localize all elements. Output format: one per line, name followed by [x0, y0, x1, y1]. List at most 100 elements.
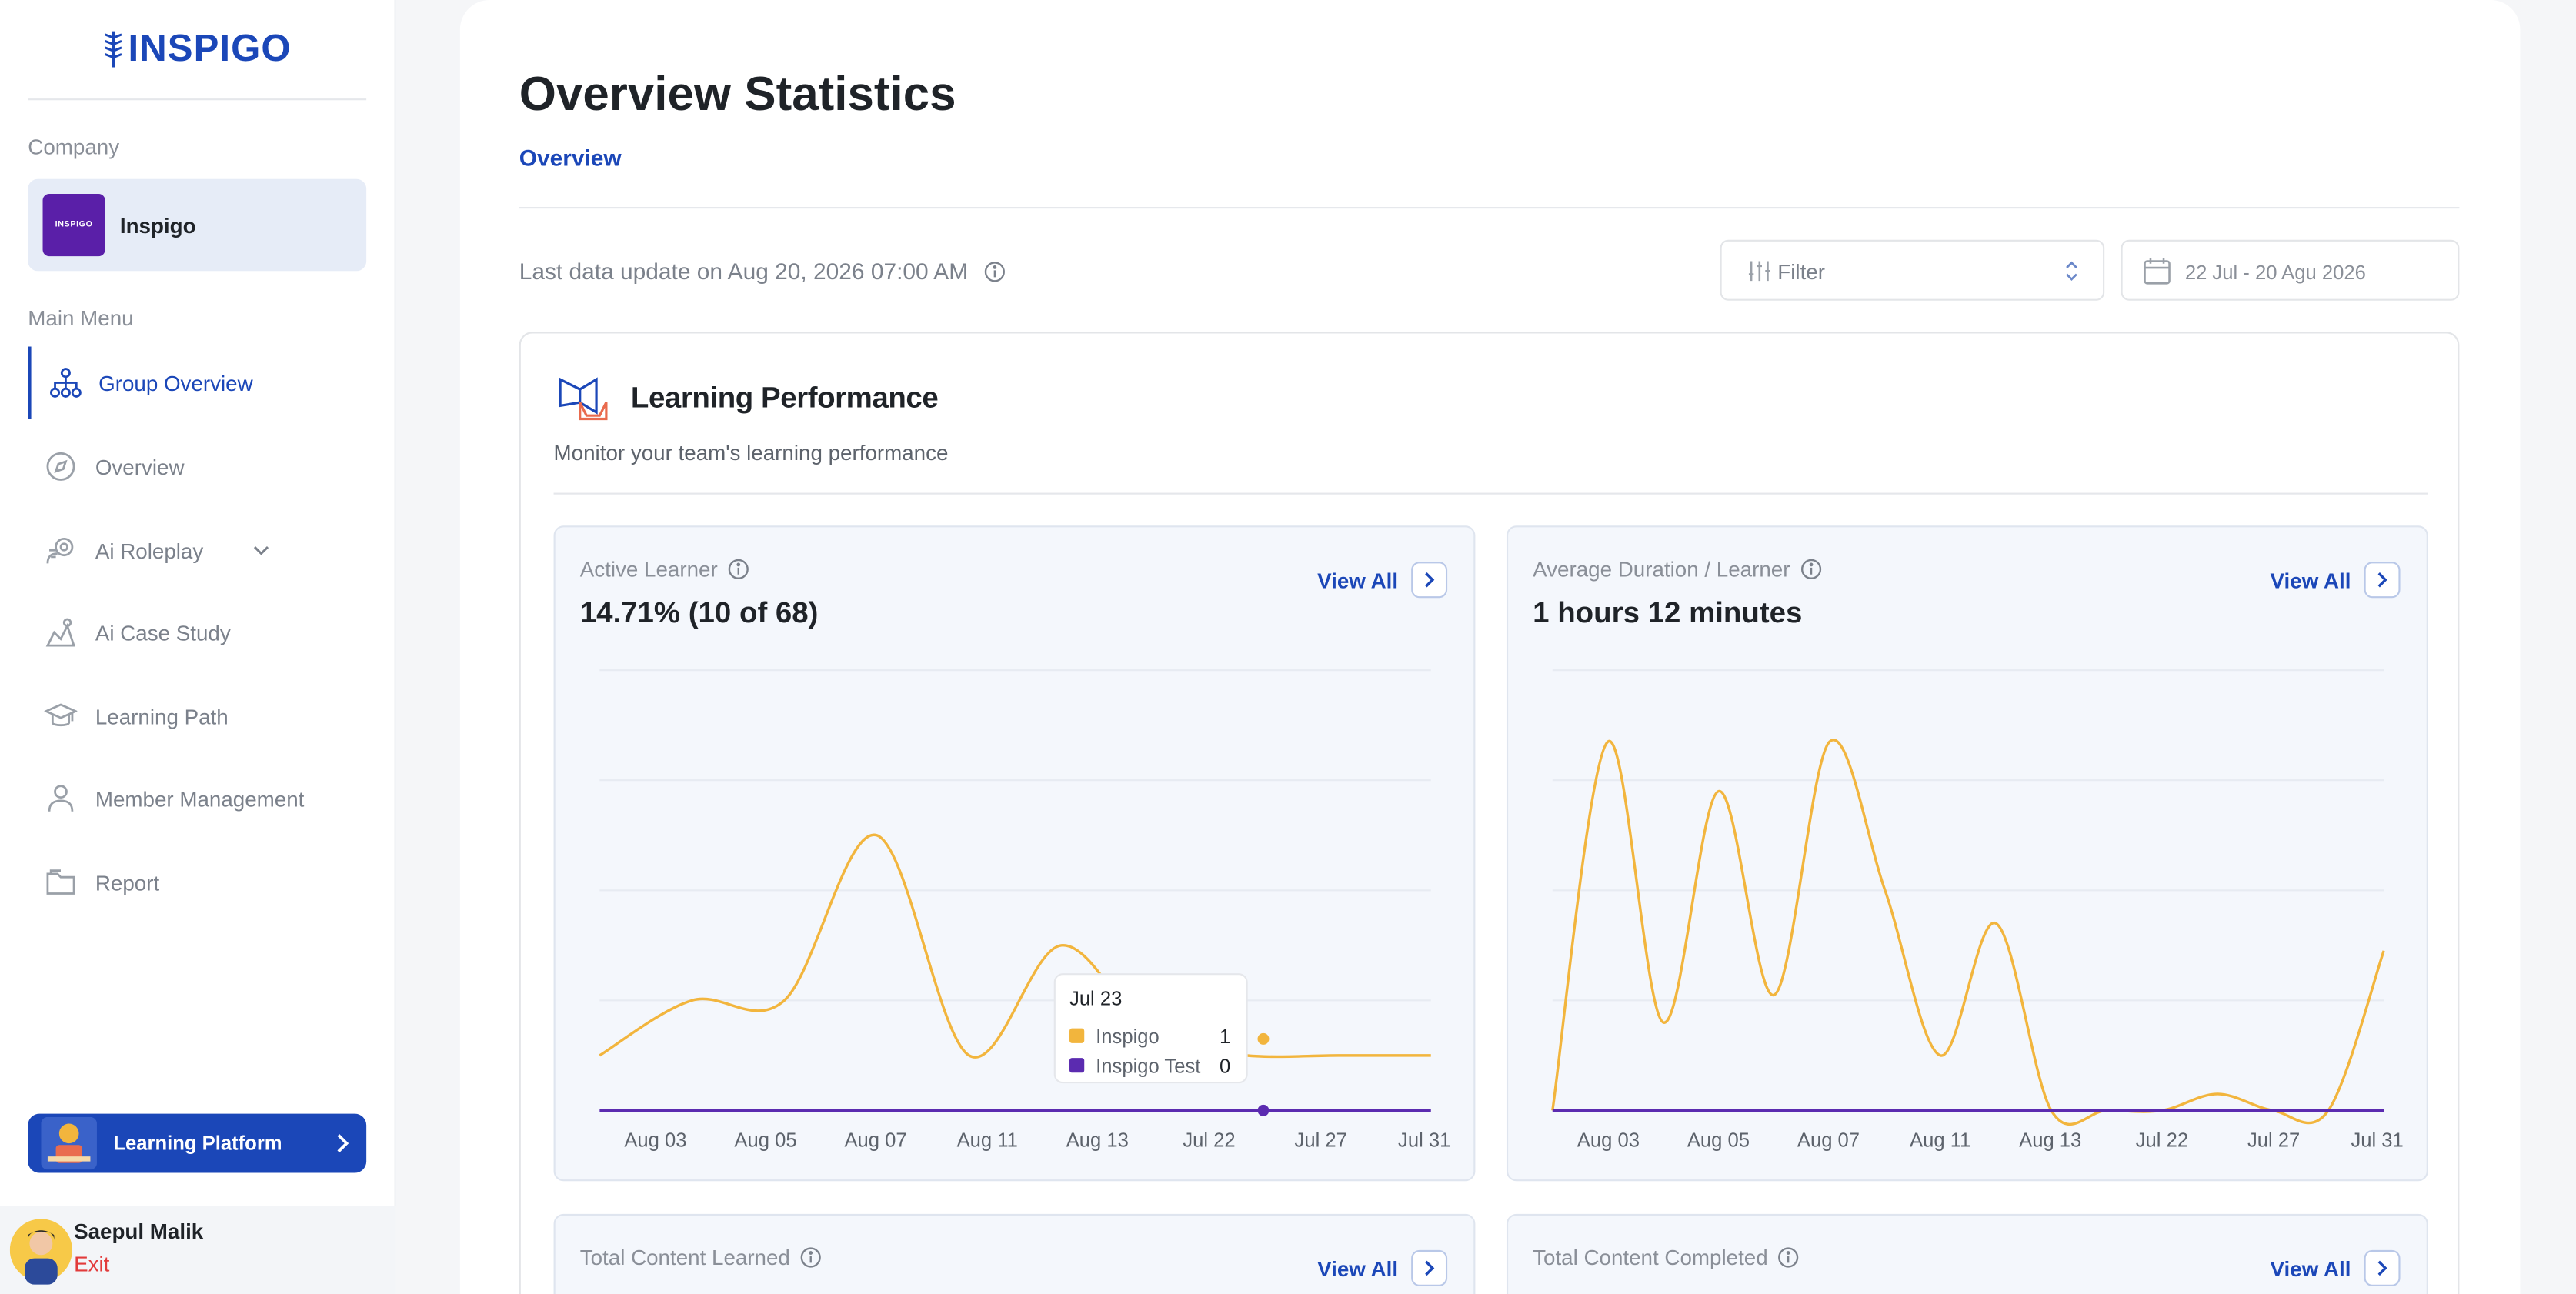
user-name: Saepul Malik	[74, 1219, 204, 1244]
company-logo: INSPIGO	[42, 193, 105, 257]
chevron-right-icon	[2364, 1249, 2401, 1286]
active-learner-chart: Aug 03 Aug 05 Aug 07 Aug 11 Aug 13 Jul 22 Jul …	[599, 669, 1450, 1151]
ai-case-study-icon	[45, 618, 76, 647]
chevron-right-icon	[337, 1134, 349, 1153]
calendar-icon	[2144, 258, 2171, 285]
sidebar-item-learning-path[interactable]: Learning Path	[28, 680, 366, 752]
main-menu-label: Main Menu	[28, 305, 134, 331]
header-divider	[519, 207, 2460, 209]
logo-mark-icon	[105, 30, 122, 67]
tooltip-value: 1	[1220, 1026, 1230, 1048]
series-line-inspigo	[1551, 739, 2385, 1126]
stat-label: Total Content Learned	[579, 1245, 822, 1270]
last-update-text: Last data update on Aug 20, 2026 07:00 A…	[519, 258, 1006, 284]
view-all-button[interactable]: View All	[2271, 562, 2401, 599]
page-title: Overview Statistics	[519, 68, 956, 122]
info-icon[interactable]	[1777, 1247, 1799, 1269]
view-all-label: View All	[2270, 1256, 2351, 1281]
view-all-label: View All	[1317, 1256, 1399, 1281]
brand-logo[interactable]: INSPIGO	[102, 26, 291, 71]
sidebar-item-label: Member Management	[95, 785, 305, 811]
exit-link[interactable]: Exit	[74, 1252, 110, 1277]
tooltip-swatch	[1069, 1058, 1085, 1073]
total-content-learned-label: Total Content Learned	[579, 1245, 790, 1270]
hierarchy-icon	[50, 368, 82, 398]
hover-marker-inspigo-test	[1257, 1104, 1270, 1116]
sidebar-item-label: Learning Path	[95, 703, 229, 729]
user-profile: Saepul Malik Exit	[0, 1206, 396, 1294]
learning-platform-label: Learning Platform	[113, 1132, 282, 1156]
date-range-picker[interactable]: 22 Jul - 20 Agu 2026	[2121, 239, 2460, 301]
learning-platform-button[interactable]: Learning Platform	[28, 1113, 367, 1173]
sidebar-item-member-management[interactable]: Member Management	[28, 762, 366, 835]
x-tick-label: Aug 13	[1066, 1129, 1129, 1151]
x-tick-label: Jul 31	[1398, 1129, 1450, 1151]
info-icon[interactable]	[1800, 559, 1821, 580]
x-tick-label: Jul 27	[2247, 1129, 2300, 1151]
sidebar-item-label: Ai Roleplay	[95, 538, 204, 563]
x-tick-label: Aug 11	[1910, 1129, 1970, 1151]
ai-roleplay-icon	[46, 537, 74, 564]
view-all-button[interactable]: View All	[1317, 562, 1448, 599]
average-duration-label: Average Duration / Learner	[1533, 556, 1790, 582]
learning-platform-illustration	[41, 1116, 97, 1170]
x-tick-label: Aug 11	[957, 1129, 1018, 1151]
sidebar-item-group-overview[interactable]: Group Overview	[28, 346, 366, 419]
logo-text: INSPIGO	[128, 26, 292, 69]
active-learner-label: Active Learner	[579, 556, 718, 582]
company-section-label: Company	[28, 135, 120, 160]
x-tick-label: Aug 07	[844, 1129, 906, 1151]
sidebar-item-ai-roleplay[interactable]: Ai Roleplay	[28, 514, 366, 586]
avatar[interactable]	[9, 1216, 72, 1285]
x-tick-label: Jul 22	[2136, 1129, 2188, 1151]
x-tick-label: Jul 22	[1183, 1129, 1235, 1151]
sidebar-item-label: Overview	[95, 454, 185, 479]
company-selector[interactable]: INSPIGO Inspigo	[28, 178, 367, 272]
hover-marker-inspigo	[1257, 1032, 1270, 1045]
sidebar-item-report[interactable]: Report	[28, 846, 366, 919]
person-icon	[48, 785, 74, 812]
view-all-button[interactable]: View All	[2270, 1249, 2401, 1286]
chevron-right-icon	[1411, 562, 1448, 599]
x-tick-label: Aug 13	[2019, 1129, 2081, 1151]
filter-select[interactable]: Filter	[1720, 239, 2105, 301]
last-update-label: Last data update on Aug 20, 2026 07:00 A…	[519, 258, 969, 285]
sidebar-item-overview[interactable]: Overview	[28, 430, 366, 502]
graduation-cap-icon	[44, 703, 78, 727]
average-duration-card: Average Duration / Learner 1 hours 12 mi…	[1506, 525, 2428, 1182]
stat-label: Total Content Completed	[1533, 1245, 1799, 1270]
info-icon[interactable]	[728, 559, 749, 580]
stat-label: Average Duration / Learner	[1533, 557, 1821, 582]
tooltip-title: Jul 23	[1069, 989, 1122, 1010]
sidebar-item-label: Report	[95, 869, 160, 895]
chevron-right-icon	[2364, 562, 2401, 599]
total-content-learned-card: Total Content Learned View All	[553, 1213, 1476, 1294]
date-range-label: 22 Jul - 20 Agu 2026	[2184, 261, 2366, 285]
series-line-inspigo	[599, 833, 1431, 1059]
chart-tooltip: Jul 23 Inspigo 1 Inspigo Test 0	[1053, 973, 1248, 1084]
filter-placeholder: Filter	[1777, 259, 1825, 285]
info-icon[interactable]	[800, 1247, 822, 1269]
x-tick-label: Aug 07	[1797, 1129, 1860, 1151]
tooltip-series-name: Inspigo Test	[1096, 1056, 1200, 1077]
average-duration-value: 1 hours 12 minutes	[1533, 596, 1803, 629]
active-learner-card: Active Learner 14.71% (10 of 68) View Al…	[553, 525, 1476, 1182]
compass-icon	[46, 452, 75, 481]
tooltip-series-name: Inspigo	[1096, 1026, 1160, 1048]
sidebar-item-label: Ai Case Study	[95, 620, 231, 645]
tooltip-value: 0	[1220, 1056, 1230, 1077]
view-all-button[interactable]: View All	[1317, 1249, 1448, 1286]
x-tick-label: Aug 05	[1687, 1129, 1750, 1151]
sidebar: INSPIGO Company INSPIGO Inspigo Main Men…	[0, 0, 396, 1294]
tab-overview[interactable]: Overview	[519, 144, 622, 172]
average-duration-chart: Aug 03 Aug 05 Aug 07 Aug 11 Aug 13 Jul 22 Jul …	[1551, 669, 2404, 1151]
view-all-label: View All	[1317, 567, 1399, 592]
sidebar-item-ai-case-study[interactable]: Ai Case Study	[28, 596, 366, 669]
chevron-down-icon[interactable]	[252, 540, 272, 560]
total-content-completed-label: Total Content Completed	[1533, 1245, 1768, 1270]
info-icon[interactable]	[984, 260, 1006, 282]
company-name: Inspigo	[119, 212, 196, 238]
tooltip-swatch	[1069, 1028, 1085, 1043]
x-tick-label: Aug 03	[1577, 1129, 1640, 1151]
